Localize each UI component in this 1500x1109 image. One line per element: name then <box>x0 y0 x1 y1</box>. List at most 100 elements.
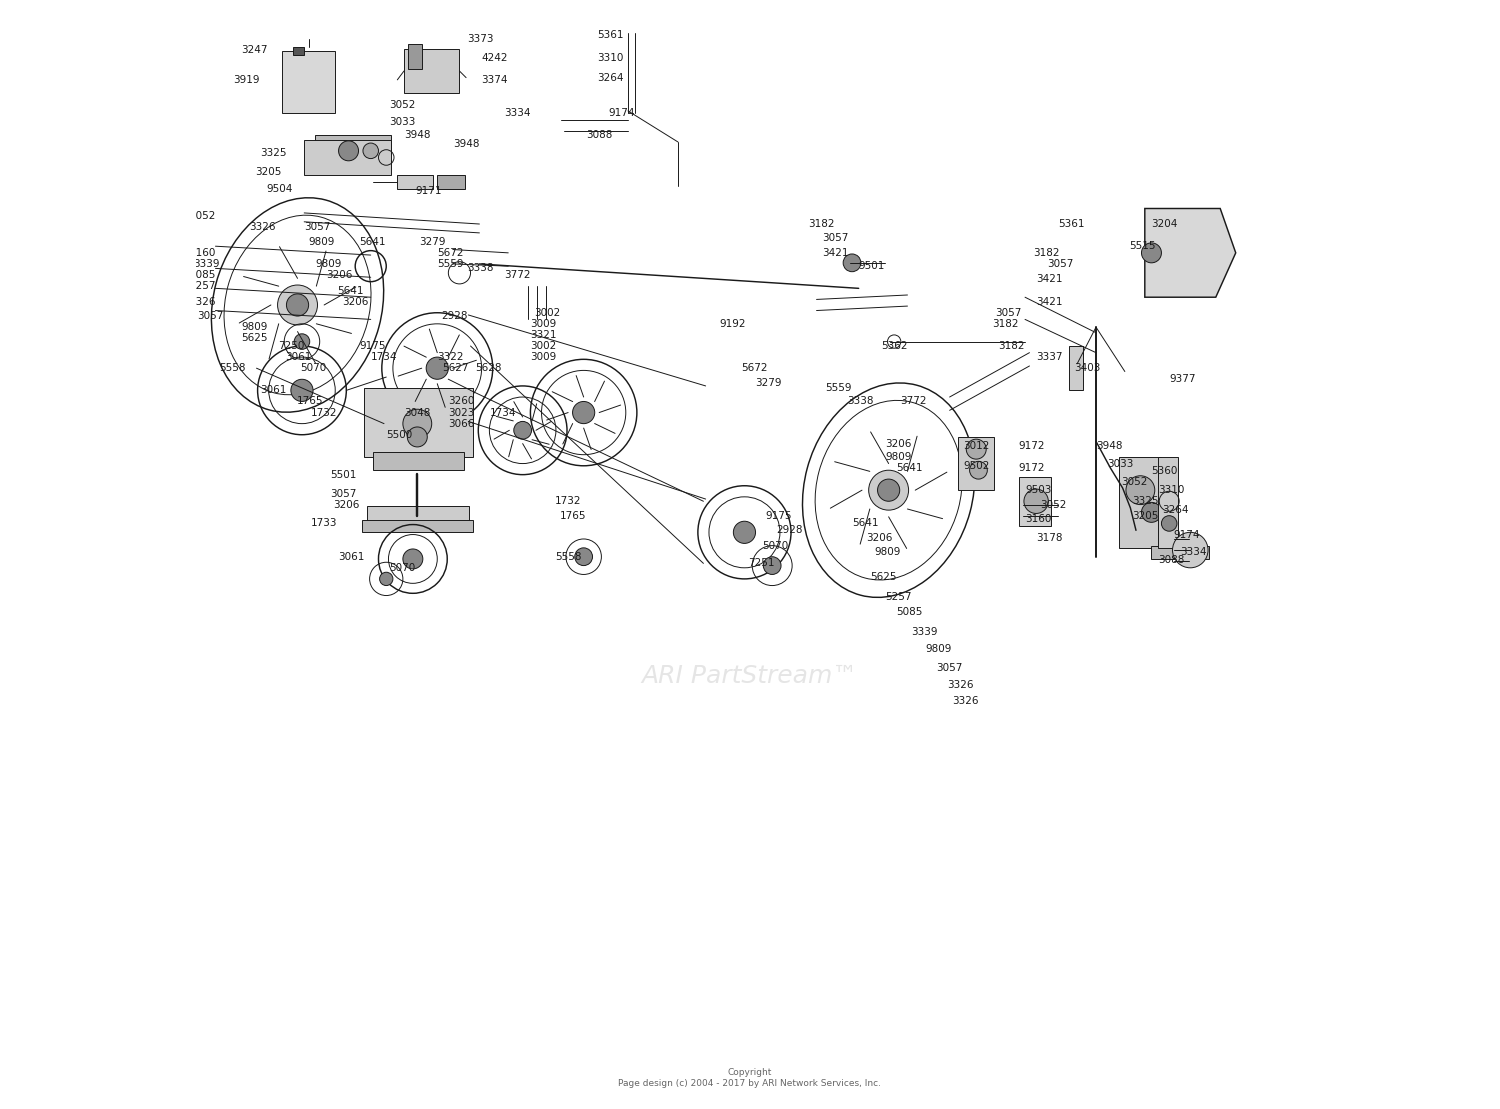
Text: 5361: 5361 <box>1059 218 1084 230</box>
Circle shape <box>573 401 594 424</box>
Text: 5558: 5558 <box>219 363 246 374</box>
Text: 3919: 3919 <box>234 74 260 85</box>
Circle shape <box>363 143 378 159</box>
Circle shape <box>278 285 318 325</box>
Text: 9377: 9377 <box>1168 374 1196 385</box>
Text: 3403: 3403 <box>1074 363 1100 374</box>
Circle shape <box>1142 243 1161 263</box>
Text: 3206: 3206 <box>885 438 912 449</box>
Text: 5070: 5070 <box>390 562 416 573</box>
Text: 3247: 3247 <box>242 44 267 55</box>
Circle shape <box>426 357 448 379</box>
Text: 4242: 4242 <box>482 52 508 63</box>
Text: 9501: 9501 <box>858 261 885 272</box>
Circle shape <box>294 334 309 349</box>
Text: 3334: 3334 <box>504 108 531 119</box>
Text: 9809: 9809 <box>874 547 900 558</box>
Text: 3374: 3374 <box>482 74 508 85</box>
Text: 3009: 3009 <box>531 318 556 329</box>
Text: 5361: 5361 <box>597 30 624 41</box>
Text: 3421: 3421 <box>822 247 849 258</box>
Text: 3057: 3057 <box>330 488 357 499</box>
Text: 5625: 5625 <box>242 333 267 344</box>
Text: 3338: 3338 <box>847 396 874 407</box>
Text: 3088: 3088 <box>586 130 612 141</box>
Circle shape <box>1142 502 1161 522</box>
Text: 3033: 3033 <box>390 116 416 128</box>
Circle shape <box>1024 489 1048 513</box>
Text: 3325: 3325 <box>260 147 286 159</box>
Text: 3048: 3048 <box>404 407 430 418</box>
Text: 3772: 3772 <box>900 396 926 407</box>
Text: 3205: 3205 <box>1132 510 1160 521</box>
Text: 3182: 3182 <box>999 340 1024 352</box>
Circle shape <box>969 461 987 479</box>
Circle shape <box>404 409 432 438</box>
Text: ARI PartStream™: ARI PartStream™ <box>642 664 858 689</box>
Text: 3334: 3334 <box>1180 547 1208 558</box>
Text: 5625: 5625 <box>870 571 897 582</box>
Text: 3205: 3205 <box>255 166 282 177</box>
Circle shape <box>404 549 423 569</box>
Text: 5070: 5070 <box>762 540 789 551</box>
Bar <box>364 388 472 457</box>
Text: 3279: 3279 <box>420 236 446 247</box>
Bar <box>315 135 390 162</box>
Text: 3057: 3057 <box>996 307 1022 318</box>
Circle shape <box>380 572 393 586</box>
Text: 3279: 3279 <box>756 377 782 388</box>
Text: 5559: 5559 <box>825 383 852 394</box>
Text: 3002: 3002 <box>531 340 556 352</box>
Text: 3339: 3339 <box>910 627 938 638</box>
Text: 3948: 3948 <box>404 130 430 141</box>
Circle shape <box>1173 532 1208 568</box>
Text: 9502: 9502 <box>963 460 990 471</box>
Text: 3373: 3373 <box>466 33 494 44</box>
Circle shape <box>764 557 782 574</box>
Text: 3264: 3264 <box>597 72 624 83</box>
Text: 3023: 3023 <box>448 407 474 418</box>
Bar <box>304 140 390 175</box>
Text: 1733: 1733 <box>310 518 338 529</box>
Text: 3206: 3206 <box>333 499 360 510</box>
Text: 3326: 3326 <box>952 695 978 706</box>
Circle shape <box>339 141 358 161</box>
Text: 3322: 3322 <box>438 352 464 363</box>
Text: 5360: 5360 <box>1152 466 1178 477</box>
Text: 5515: 5515 <box>1130 241 1156 252</box>
Text: 5628: 5628 <box>476 363 501 374</box>
Text: 3326: 3326 <box>189 296 216 307</box>
Text: 3066: 3066 <box>448 418 474 429</box>
Bar <box>398 175 433 189</box>
Circle shape <box>291 379 314 401</box>
Text: 9174: 9174 <box>1173 529 1200 540</box>
Text: 3052: 3052 <box>390 100 416 111</box>
Text: 3012: 3012 <box>963 440 990 451</box>
Bar <box>958 437 994 490</box>
Text: 9503: 9503 <box>1024 485 1051 496</box>
Text: 5627: 5627 <box>441 363 468 374</box>
Text: 3057: 3057 <box>1047 258 1074 269</box>
Text: 1732: 1732 <box>310 407 338 418</box>
Text: 5362: 5362 <box>880 340 908 352</box>
Circle shape <box>734 521 756 543</box>
Text: 3326: 3326 <box>249 222 276 233</box>
Polygon shape <box>1144 208 1236 297</box>
Circle shape <box>878 479 900 501</box>
Text: 5558: 5558 <box>555 551 582 562</box>
Bar <box>362 520 472 532</box>
Text: 3182: 3182 <box>1034 247 1059 258</box>
Text: 3264: 3264 <box>1162 505 1190 516</box>
Bar <box>368 506 470 523</box>
Text: 3182: 3182 <box>992 318 1018 329</box>
Text: 3338: 3338 <box>466 263 494 274</box>
Text: 3088: 3088 <box>1158 554 1185 566</box>
Text: 3772: 3772 <box>504 269 531 281</box>
Text: 1732: 1732 <box>555 496 582 507</box>
Circle shape <box>1126 476 1155 505</box>
Circle shape <box>514 421 531 439</box>
Text: 3061: 3061 <box>260 385 286 396</box>
Text: 3204: 3204 <box>1152 218 1178 230</box>
Text: 5257: 5257 <box>885 591 912 602</box>
Text: 3948: 3948 <box>453 139 480 150</box>
